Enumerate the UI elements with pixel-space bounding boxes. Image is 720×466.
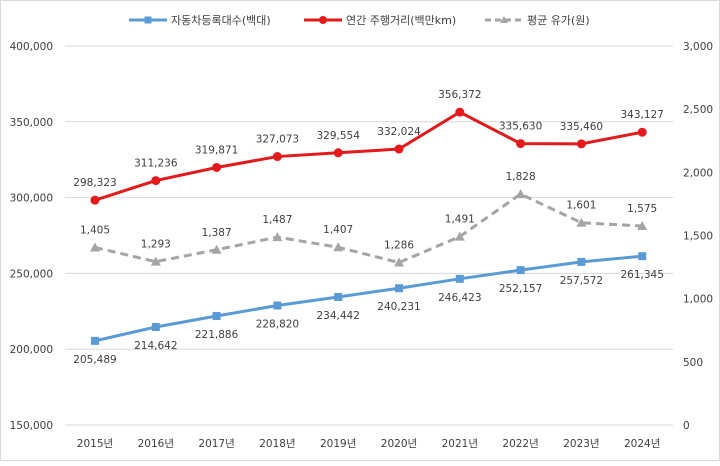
data-point <box>637 127 647 137</box>
data-point <box>272 152 282 162</box>
data-point <box>454 231 465 241</box>
data-label: 298,323 <box>73 177 116 189</box>
data-label: 311,236 <box>134 158 178 170</box>
data-label: 1,387 <box>202 227 232 239</box>
data-point <box>576 139 586 149</box>
data-label: 246,423 <box>438 292 481 304</box>
data-point <box>211 244 222 254</box>
series-line <box>94 110 643 202</box>
left-axis-tick-label: 350,000 <box>10 117 53 129</box>
data-point <box>272 232 283 242</box>
right-axis-tick-label: 2,500 <box>683 104 713 116</box>
data-point <box>150 256 161 266</box>
data-point <box>394 144 404 154</box>
left-axis-tick-label: 200,000 <box>10 344 53 356</box>
left-axis-tick-label: 250,000 <box>10 268 53 280</box>
data-point <box>577 257 586 266</box>
series-line <box>94 192 643 265</box>
right-axis-tick-label: 1,000 <box>683 294 713 306</box>
data-label: 356,372 <box>438 89 481 101</box>
data-label: 261,345 <box>620 269 663 281</box>
right-axis-tick-label: 0 <box>683 420 690 432</box>
data-label: 214,642 <box>134 340 177 352</box>
data-point <box>151 176 161 186</box>
series-2: 1,405 1,293 1,387 1,487 1,407 1,286 1,491 1,828… <box>80 171 657 267</box>
data-label: 1,575 <box>627 203 657 215</box>
data-label: 234,442 <box>316 310 359 322</box>
x-axis-tick-label: 2019년 <box>320 438 356 450</box>
data-label: 332,024 <box>377 126 421 138</box>
data-label: 329,554 <box>316 130 360 142</box>
x-axis-tick-label: 2020년 <box>381 438 417 450</box>
data-label: 335,460 <box>560 121 603 133</box>
data-point <box>90 242 100 252</box>
data-label: 327,073 <box>256 134 299 146</box>
series-line <box>94 254 643 343</box>
data-label: 1,407 <box>323 224 353 236</box>
data-label: 335,630 <box>499 121 542 133</box>
data-point <box>455 107 465 117</box>
data-label: 257,572 <box>560 275 603 287</box>
x-axis-tick-label: 2017년 <box>198 438 234 450</box>
left-axis-tick-label: 150,000 <box>10 420 53 432</box>
data-label: 1,828 <box>506 171 536 183</box>
data-point <box>91 336 99 345</box>
data-label: 343,127 <box>620 109 663 121</box>
data-label: 221,886 <box>195 329 239 341</box>
data-point <box>455 274 464 283</box>
legend: 자동차등록대수(백대) 연간 주행거리(백만km) 평균 유가(원) <box>129 14 590 27</box>
left-axis-tick-label: 300,000 <box>10 193 53 205</box>
data-point <box>394 257 404 267</box>
data-label: 1,293 <box>141 239 171 251</box>
data-point <box>212 162 222 172</box>
legend-label: 자동차등록대수(백대) <box>171 14 271 27</box>
data-label: 1,491 <box>445 214 475 226</box>
data-point <box>515 189 526 199</box>
data-label: 252,157 <box>499 283 542 295</box>
legend-marker <box>319 16 327 24</box>
legend-marker <box>144 16 152 24</box>
legend-marker <box>500 16 508 23</box>
right-axis-tick-label: 1,500 <box>683 231 713 243</box>
data-point <box>333 148 343 158</box>
data-point <box>395 284 403 293</box>
x-axis-tick-label: 2016년 <box>138 438 174 450</box>
series-0: 205,489 214,642 221,886 228,820 234,442 240,2… <box>73 252 664 366</box>
data-point <box>151 323 160 332</box>
series-1: 298,323 311,236 319,871 327,073 329,554 332,0… <box>73 89 664 205</box>
x-axis-tick-label: 2023년 <box>563 438 599 450</box>
data-point <box>273 301 282 310</box>
right-axis-tick-label: 3,000 <box>683 41 713 53</box>
x-axis-tick-label: 2021년 <box>442 438 478 450</box>
left-axis-tick-label: 400,000 <box>10 41 53 53</box>
data-label: 228,820 <box>256 319 299 331</box>
data-label: 205,489 <box>73 354 116 366</box>
data-label: 240,231 <box>377 301 420 313</box>
data-label: 319,871 <box>195 144 238 156</box>
data-label: 1,405 <box>80 225 110 237</box>
data-point <box>637 221 648 231</box>
data-point <box>516 266 525 275</box>
data-point <box>334 292 343 301</box>
x-axis-tick-label: 2015년 <box>77 438 113 450</box>
legend-label: 평균 유가(원) <box>527 14 590 27</box>
data-point <box>638 252 647 261</box>
right-axis-tick-label: 2,000 <box>683 167 713 179</box>
x-axis-tick-label: 2022년 <box>502 438 538 450</box>
data-point <box>576 217 587 227</box>
data-label: 1,601 <box>566 200 596 212</box>
legend-label: 연간 주행거리(백만km) <box>346 14 456 27</box>
data-point <box>212 312 221 321</box>
data-label: 1,286 <box>384 240 414 252</box>
data-point <box>90 195 100 205</box>
x-axis-tick-label: 2024년 <box>624 438 660 450</box>
right-axis-tick-label: 500 <box>683 357 703 369</box>
data-point <box>516 139 526 149</box>
data-point <box>333 242 344 252</box>
x-axis-tick-label: 2018년 <box>259 438 295 450</box>
data-label: 1,487 <box>262 214 292 226</box>
